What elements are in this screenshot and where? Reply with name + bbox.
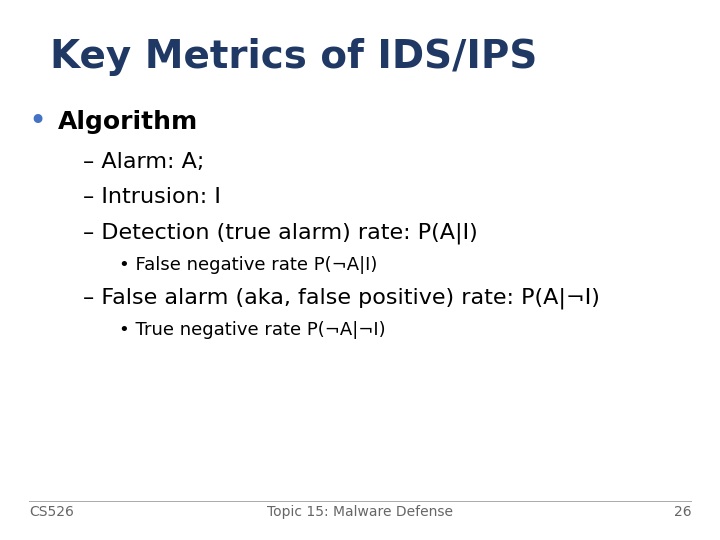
Text: – Alarm: A;: – Alarm: A;: [83, 152, 204, 172]
Text: •: •: [29, 107, 47, 136]
Text: Topic 15: Malware Defense: Topic 15: Malware Defense: [267, 505, 453, 519]
Text: – Intrusion: I: – Intrusion: I: [83, 187, 220, 207]
Text: – Detection (true alarm) rate: P(A|I): – Detection (true alarm) rate: P(A|I): [83, 222, 477, 244]
Text: Key Metrics of IDS/IPS: Key Metrics of IDS/IPS: [50, 38, 538, 76]
Text: CS526: CS526: [29, 505, 73, 519]
Text: • True negative rate P(¬A|¬I): • True negative rate P(¬A|¬I): [119, 321, 385, 340]
Text: – False alarm (aka, false positive) rate: P(A|¬I): – False alarm (aka, false positive) rate…: [83, 287, 600, 309]
Text: • False negative rate P(¬A|I): • False negative rate P(¬A|I): [119, 255, 377, 274]
Text: Algorithm: Algorithm: [58, 110, 198, 133]
Text: 26: 26: [674, 505, 691, 519]
